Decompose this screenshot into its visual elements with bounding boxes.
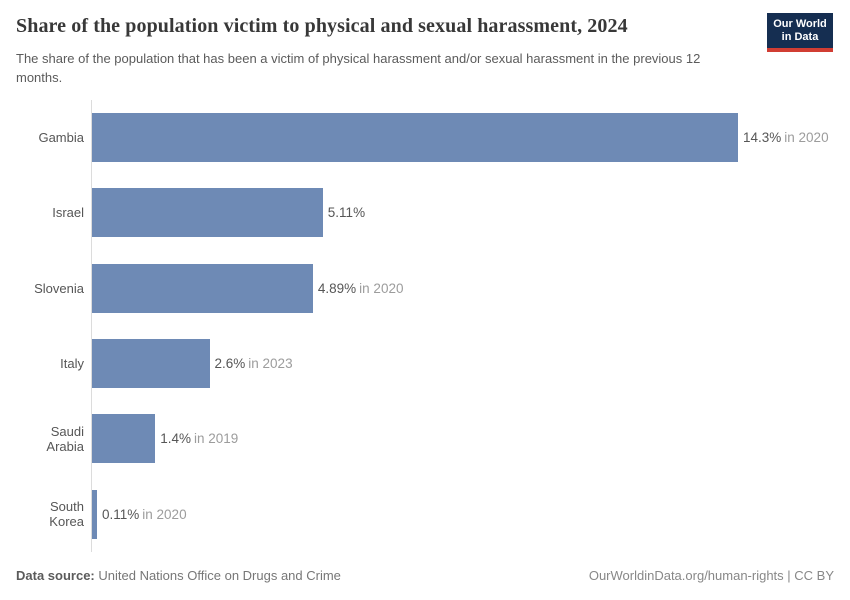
chart-footer: Data source: United Nations Office on Dr… [16, 567, 834, 584]
bar-chart: Gambia 14.3% in 2020 Israel 5.11% Slovenia 4.8… [16, 100, 850, 552]
bar[interactable] [92, 113, 738, 163]
bar-value-year: in 2019 [193, 431, 239, 447]
bar[interactable] [92, 489, 97, 539]
data-source-label: Data source: [16, 568, 95, 583]
bar-row: South Korea 0.11% in 2020 [16, 476, 850, 552]
bar-row: Saudi Arabia 1.4% in 2019 [16, 401, 850, 477]
bar[interactable] [92, 263, 313, 313]
bar-row-label[interactable]: Gambia [38, 130, 84, 146]
bar-plot-area: 5.11% [91, 175, 850, 251]
bar[interactable] [92, 414, 156, 464]
bar[interactable] [92, 339, 210, 389]
owid-logo-line2: in Data [781, 31, 819, 43]
bar-value-year: in 2020 [142, 506, 187, 522]
bar-value-percent: 5.11% [327, 205, 366, 221]
chart-subtitle: The share of the population that has bee… [16, 51, 701, 85]
bar-plot-area: 2.6% in 2023 [91, 325, 850, 402]
bar-value-label: 4.89% in 2020 [318, 281, 404, 296]
bar-value-percent: 0.11% [102, 506, 140, 522]
bar-row-label[interactable]: Italy [60, 356, 84, 372]
bar-value-label: 0.11% in 2020 [102, 507, 187, 522]
bar-row: Italy 2.6% in 2023 [16, 325, 850, 402]
bar-value-percent: 2.6% [214, 356, 246, 372]
bar-plot-area: 4.89% in 2020 [91, 250, 850, 326]
page-title: Share of the population victim to physic… [16, 15, 628, 37]
data-source: Data source: United Nations Office on Dr… [16, 567, 341, 584]
bar-value-label: 14.3% in 2020 [743, 130, 829, 145]
bar[interactable] [92, 188, 323, 238]
owid-credit-link[interactable]: OurWorldinData.org/human-rights | CC BY [588, 568, 834, 583]
bar-row-label[interactable]: Israel [52, 205, 84, 221]
bar-plot-area: 14.3% in 2020 [91, 100, 850, 176]
bar-row: Gambia 14.3% in 2020 [16, 100, 850, 176]
bar-value-label: 2.6% in 2023 [215, 356, 293, 371]
bar-value-year: in 2023 [248, 356, 293, 372]
bar-value-percent: 4.89% [317, 280, 357, 296]
bar-value-year: in 2020 [784, 130, 829, 146]
bar-row: Slovenia 4.89% in 2020 [16, 250, 850, 326]
owid-logo-line1: Our World [773, 18, 827, 30]
bar-row: Israel 5.11% [16, 175, 850, 251]
bar-value-percent: 1.4% [160, 431, 191, 447]
bar-plot-area: 0.11% in 2020 [91, 476, 850, 552]
bar-value-year: in 2020 [359, 280, 404, 296]
bar-value-label: 1.4% in 2019 [160, 431, 238, 446]
bar-plot-area: 1.4% in 2019 [91, 401, 850, 477]
data-source-value: United Nations Office on Drugs and Crime [98, 568, 341, 583]
owid-logo[interactable]: Our World in Data [767, 13, 833, 52]
bar-value-label: 5.11% [328, 205, 365, 220]
bar-row-label[interactable]: Saudi Arabia [46, 423, 84, 454]
bar-row-label[interactable]: Slovenia [34, 280, 84, 296]
bar-value-percent: 14.3% [743, 130, 782, 146]
bar-row-label[interactable]: South Korea [49, 499, 84, 530]
